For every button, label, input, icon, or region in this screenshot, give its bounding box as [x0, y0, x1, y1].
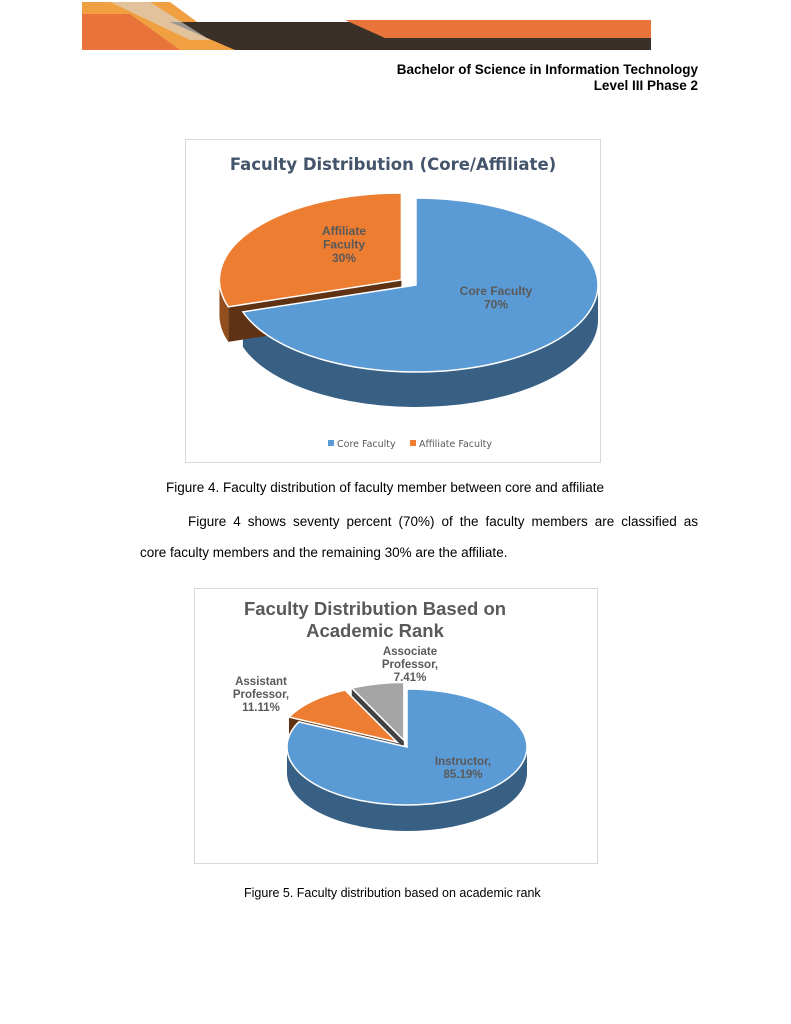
legend-label-core-faculty: Core Faculty — [337, 439, 396, 450]
slice-associate — [350, 681, 405, 743]
data-label-affiliate: Affiliate Faculty 30% — [322, 224, 366, 265]
slice-affiliate — [218, 192, 403, 308]
figure5-caption: Figure 5. Faculty distribution based on … — [244, 886, 541, 900]
program-title: Bachelor of Science in Information Techn… — [396, 62, 698, 77]
data-label-core-faculty: Core Faculty 70% — [460, 284, 533, 312]
chart-academic-rank: Faculty Distribution Based on Academic Ra… — [194, 588, 598, 864]
legend-label-affiliate-faculty: Affiliate Faculty — [419, 439, 492, 450]
figure4-caption: Figure 4. Faculty distribution of facult… — [166, 480, 604, 495]
chart-title-line-0: Faculty Distribution Based on — [244, 598, 506, 619]
legend-swatch-core-faculty — [328, 440, 334, 446]
data-label-associate: Associate Professor, 7.41% — [382, 646, 438, 684]
slice-side-core-faculty-0 — [242, 285, 598, 407]
chart-core-affiliate: Faculty Distribution (Core/Affiliate) Cor… — [185, 139, 601, 463]
figure4-paragraph-line1: Figure 4 shows seventy percent (70%) of … — [188, 514, 698, 529]
slice-core-faculty — [241, 197, 599, 373]
slice-assistant — [287, 689, 400, 744]
header-banner — [82, 2, 651, 50]
data-label-assistant: Assistant Professor, 11.11% — [233, 676, 289, 714]
data-label-instructor: Instructor, 85.19% — [435, 756, 491, 781]
slice-instructor — [286, 688, 528, 806]
document-header: Bachelor of Science in Information Techn… — [397, 62, 698, 94]
legend-swatch-affiliate-faculty — [410, 440, 416, 446]
chart-title: Faculty Distribution (Core/Affiliate) — [230, 155, 556, 174]
figure4-paragraph-line2: core faculty members and the remaining 3… — [140, 545, 508, 560]
chart-core-affiliate-svg: Faculty Distribution (Core/Affiliate) Cor… — [218, 155, 599, 450]
slice-side-instructor-0 — [287, 747, 527, 831]
level-label: Level III Phase 2 — [593, 78, 698, 93]
chart-title-line-1: Academic Rank — [306, 620, 444, 641]
